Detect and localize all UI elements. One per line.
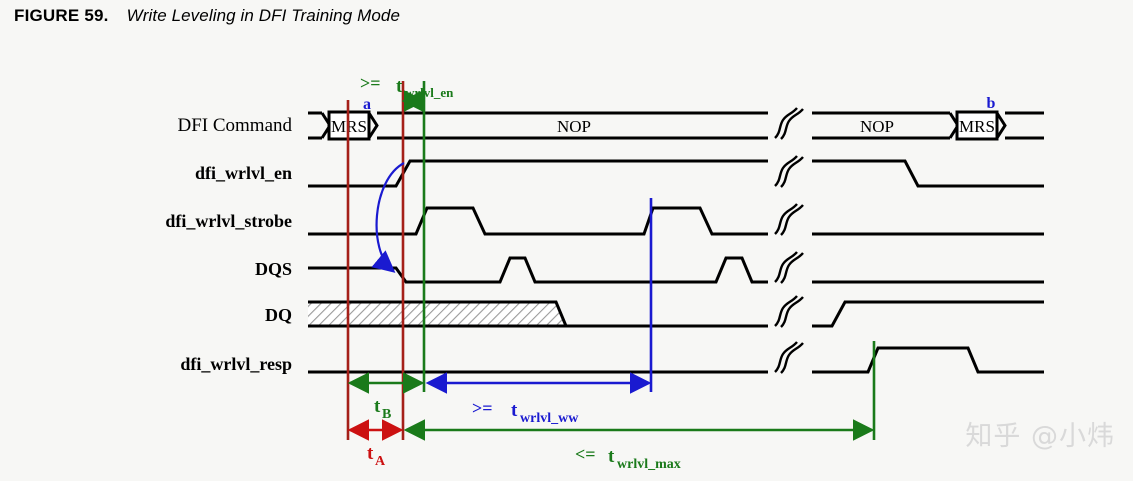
waveform-break-symbols: [774, 107, 804, 374]
watermark: 知乎 @小炜: [965, 421, 1115, 452]
command-label-nop-left: NOP: [557, 117, 591, 136]
annotation-t-b-base: t: [374, 396, 381, 417]
figure-header: FIGURE 59. Write Leveling in DFI Training…: [14, 6, 400, 26]
signal-label-dfi-wrlvl-resp: dfi_wrlvl_resp: [180, 354, 292, 374]
figure-number: FIGURE 59.: [14, 6, 109, 25]
figure-title: Write Leveling in DFI Training Mode: [126, 6, 400, 25]
annotation-t-b-sub: B: [382, 407, 391, 422]
annotation-t-a: t A: [347, 419, 404, 469]
waveform-dfi-wrlvl-resp: [308, 346, 1044, 374]
annotation-t-wrlvl-ww: >= t wrlvl_ww: [425, 372, 652, 426]
waveform-dqs: [308, 256, 1044, 284]
command-label-nop-right: NOP: [860, 117, 894, 136]
command-label-mrs-b: MRS: [959, 117, 995, 136]
signal-label-dqs: DQS: [255, 259, 292, 279]
annotation-t-wrlvl-en-sub: wrlvl_en: [405, 85, 454, 100]
annotation-t-wrlvl-max-sub: wrlvl_max: [617, 457, 681, 472]
annotation-t-wrlvl-max-op: <=: [575, 444, 596, 464]
command-box-mrs-b: [955, 110, 999, 141]
annotation-t-wrlvl-ww-base: t: [511, 400, 518, 421]
signal-labels: DFI Command dfi_wrlvl_en dfi_wrlvl_strob…: [165, 115, 292, 374]
marker-label-b: b: [987, 95, 996, 112]
marker-label-a: a: [363, 96, 371, 113]
annotation-t-wrlvl-max-base: t: [608, 446, 615, 467]
annotation-t-wrlvl-ww-op: >=: [472, 398, 493, 418]
waveform-dfi-command: MRS NOP NOP MRS: [308, 110, 1044, 141]
annotation-t-b: t B: [347, 372, 425, 422]
cycle-markers: a b: [363, 95, 996, 113]
signal-label-dfi-wrlvl-strobe: dfi_wrlvl_strobe: [165, 211, 292, 231]
annotation-t-wrlvl-en-op: >=: [360, 73, 381, 93]
waveform-dfi-wrlvl-strobe: [308, 206, 1044, 236]
causality-arrow-en-to-dqs: [371, 162, 405, 273]
annotation-t-wrlvl-en: >= t wrlvl_en: [360, 73, 454, 112]
annotation-t-a-base: t: [367, 443, 374, 464]
signal-label-dq: DQ: [265, 305, 292, 325]
dq-hatched-region: [308, 302, 566, 326]
annotation-t-wrlvl-ww-sub: wrlvl_ww: [520, 411, 579, 426]
waveform-dfi-wrlvl-en: [308, 159, 1044, 188]
signal-label-dfi-command: DFI Command: [177, 115, 292, 136]
annotation-t-a-sub: A: [375, 454, 386, 469]
annotation-t-wrlvl-en-base: t: [396, 76, 403, 97]
waveform-dq: [308, 300, 1044, 328]
annotation-t-wrlvl-max: <= t wrlvl_max: [403, 419, 875, 472]
signal-label-dfi-wrlvl-en: dfi_wrlvl_en: [195, 163, 292, 183]
